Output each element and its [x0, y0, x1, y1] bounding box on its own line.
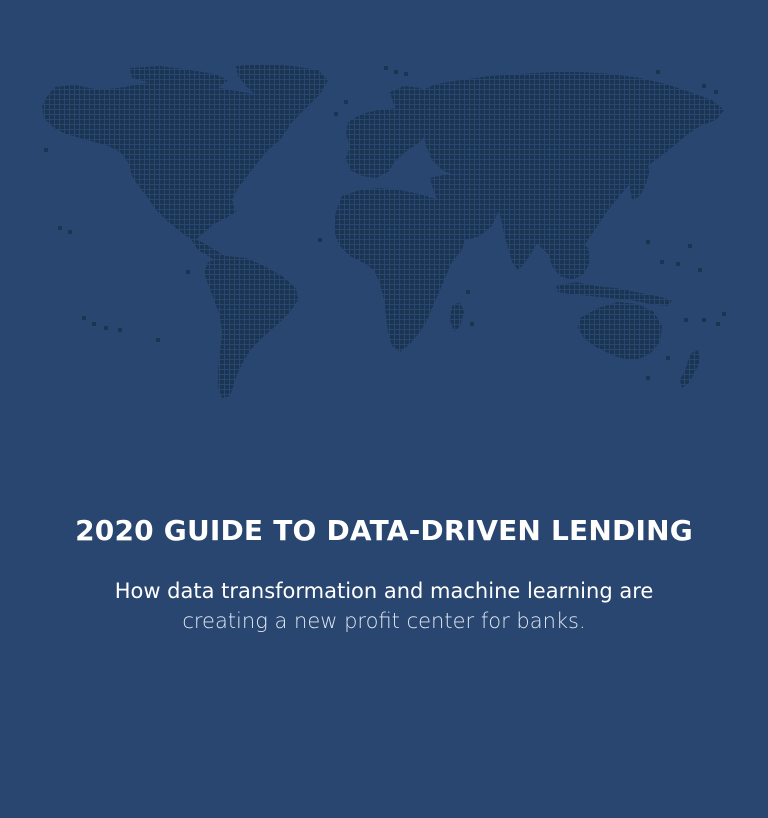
asia-shape: [414, 72, 724, 262]
madagascar-shape: [450, 302, 464, 332]
world-map-icon: [42, 64, 726, 398]
middle-east-shape: [430, 174, 498, 240]
island-dots: [44, 66, 726, 380]
southeast-asia-shape: [548, 232, 590, 280]
north-america-shape: [42, 80, 290, 240]
new-zealand-shape: [680, 350, 700, 388]
south-america-shape: [204, 256, 298, 398]
japan-shape: [630, 160, 650, 200]
subtitle-line-2: creating a new profit center for banks.: [182, 609, 586, 633]
arctic-islands-shape: [130, 66, 228, 88]
indonesia-shape: [556, 282, 672, 306]
subtitle-line-1: How data transformation and machine lear…: [114, 579, 654, 603]
europe-shape: [346, 108, 428, 178]
australia-shape: [578, 302, 662, 360]
africa-shape: [334, 188, 466, 352]
report-subtitle: How data transformation and machine lear…: [0, 576, 768, 636]
report-title: 2020 GUIDE TO DATA-DRIVEN LENDING: [75, 514, 693, 547]
greenland-shape: [236, 64, 328, 128]
india-shape: [500, 210, 542, 270]
